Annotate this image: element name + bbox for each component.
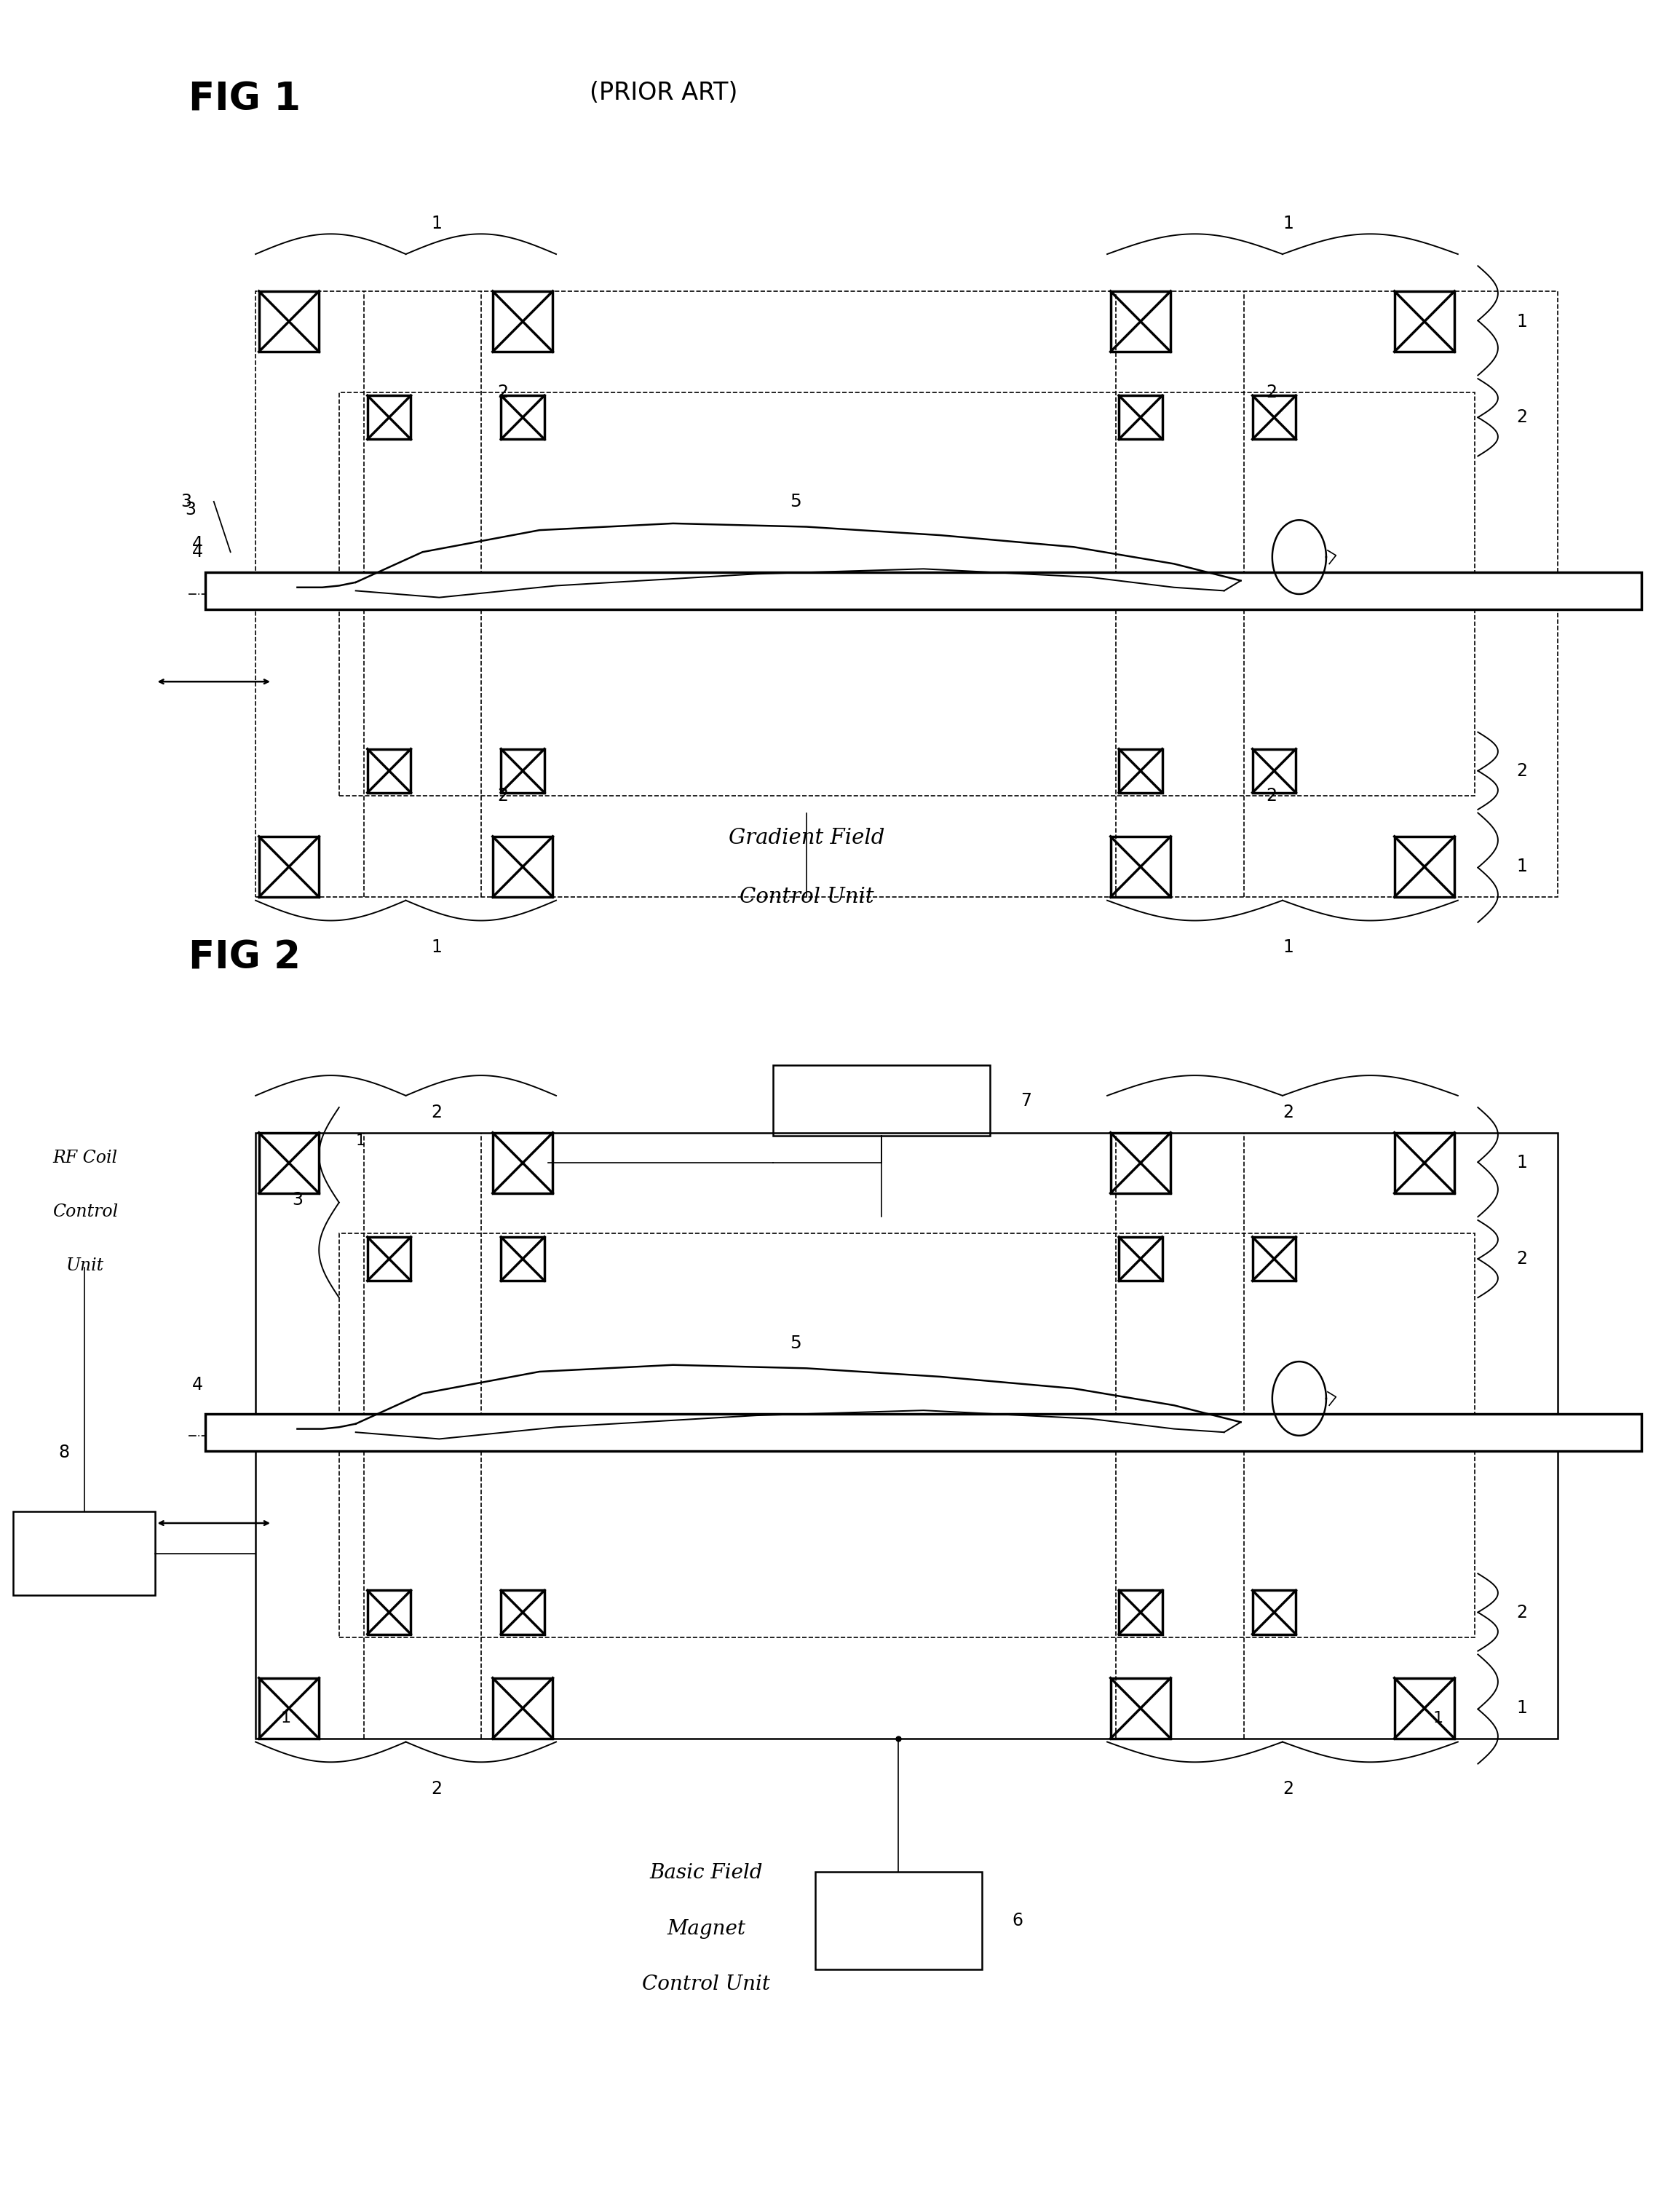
Text: 5: 5 bbox=[790, 1334, 801, 1352]
Bar bbox=[1394, 290, 1455, 352]
Bar bbox=[368, 1591, 412, 1633]
Bar bbox=[205, 571, 1641, 609]
Text: Unit: Unit bbox=[66, 1257, 104, 1275]
Bar bbox=[259, 837, 319, 897]
Text: Control Unit: Control Unit bbox=[739, 886, 874, 908]
Text: 3: 3 bbox=[185, 501, 197, 519]
Text: 2: 2 bbox=[1265, 787, 1277, 804]
Text: 2: 2 bbox=[1265, 382, 1277, 400]
Text: 3: 3 bbox=[180, 492, 192, 510]
Text: 1: 1 bbox=[1282, 215, 1294, 233]
Bar bbox=[1110, 290, 1171, 352]
Text: 1: 1 bbox=[430, 215, 442, 233]
Bar bbox=[1119, 1237, 1163, 1281]
Bar bbox=[255, 1132, 1557, 1739]
Bar bbox=[1394, 1132, 1455, 1194]
Bar bbox=[1253, 750, 1295, 793]
Text: 2: 2 bbox=[497, 787, 509, 804]
Bar bbox=[492, 1677, 553, 1739]
Text: RF Coil: RF Coil bbox=[52, 1150, 118, 1167]
Bar bbox=[501, 396, 544, 440]
Text: Control Unit: Control Unit bbox=[642, 1974, 771, 1994]
Bar bbox=[1394, 837, 1455, 897]
Text: FIG 2: FIG 2 bbox=[188, 939, 301, 976]
Bar bbox=[259, 290, 319, 352]
Text: 2: 2 bbox=[430, 1780, 442, 1798]
Text: 1: 1 bbox=[1282, 939, 1294, 956]
Bar bbox=[339, 391, 1475, 796]
Text: Control: Control bbox=[52, 1202, 118, 1220]
Bar bbox=[815, 1870, 981, 1969]
Text: 8: 8 bbox=[59, 1444, 69, 1462]
Bar bbox=[1119, 1591, 1163, 1633]
Bar bbox=[501, 1591, 544, 1633]
Bar bbox=[1110, 837, 1171, 897]
Bar bbox=[259, 1132, 319, 1194]
Text: 2: 2 bbox=[1282, 1103, 1294, 1121]
Text: 3: 3 bbox=[292, 1191, 302, 1209]
Text: Basic Field: Basic Field bbox=[650, 1864, 763, 1884]
Bar bbox=[773, 1066, 990, 1136]
Text: (PRIOR ART): (PRIOR ART) bbox=[590, 81, 738, 106]
Text: 1: 1 bbox=[1433, 1710, 1443, 1725]
Bar bbox=[1110, 1132, 1171, 1194]
Text: Gradient Field: Gradient Field bbox=[729, 829, 885, 848]
Text: 2: 2 bbox=[1282, 1780, 1294, 1798]
Bar bbox=[1110, 1677, 1171, 1739]
Bar bbox=[492, 290, 553, 352]
Text: 1: 1 bbox=[356, 1134, 365, 1147]
Text: 1: 1 bbox=[1517, 312, 1527, 330]
Text: 2: 2 bbox=[1517, 763, 1527, 780]
Text: 5: 5 bbox=[790, 492, 801, 510]
Text: 2: 2 bbox=[1517, 1251, 1527, 1268]
Bar bbox=[501, 1237, 544, 1281]
Text: 4: 4 bbox=[192, 543, 203, 560]
Text: 4: 4 bbox=[192, 534, 203, 552]
Bar bbox=[492, 1132, 553, 1194]
Bar bbox=[13, 1512, 155, 1596]
Text: 2: 2 bbox=[497, 382, 509, 400]
Bar bbox=[1253, 1237, 1295, 1281]
Text: 1: 1 bbox=[430, 939, 442, 956]
Bar bbox=[339, 1233, 1475, 1638]
Bar bbox=[259, 1677, 319, 1739]
Text: 1: 1 bbox=[1517, 1154, 1527, 1172]
Text: 4: 4 bbox=[192, 1376, 203, 1394]
Bar bbox=[205, 1413, 1641, 1451]
Text: 6: 6 bbox=[1011, 1912, 1023, 1930]
Text: 2: 2 bbox=[430, 1103, 442, 1121]
Bar bbox=[368, 1237, 412, 1281]
Text: 2: 2 bbox=[1517, 409, 1527, 426]
Bar bbox=[1394, 1677, 1455, 1739]
Bar bbox=[1253, 396, 1295, 440]
Bar bbox=[368, 750, 412, 793]
Bar bbox=[501, 750, 544, 793]
Bar bbox=[492, 837, 553, 897]
Bar bbox=[368, 396, 412, 440]
Bar bbox=[1119, 396, 1163, 440]
Bar bbox=[1253, 1591, 1295, 1633]
Text: 7: 7 bbox=[1020, 1092, 1032, 1110]
Text: 2: 2 bbox=[1517, 1605, 1527, 1622]
Bar bbox=[1119, 750, 1163, 793]
Text: Magnet: Magnet bbox=[667, 1919, 746, 1939]
Text: 1: 1 bbox=[281, 1710, 291, 1725]
Text: FIG 1: FIG 1 bbox=[188, 81, 301, 119]
Text: 1: 1 bbox=[1517, 857, 1527, 875]
Text: 1: 1 bbox=[1517, 1699, 1527, 1717]
Bar bbox=[255, 290, 1557, 897]
